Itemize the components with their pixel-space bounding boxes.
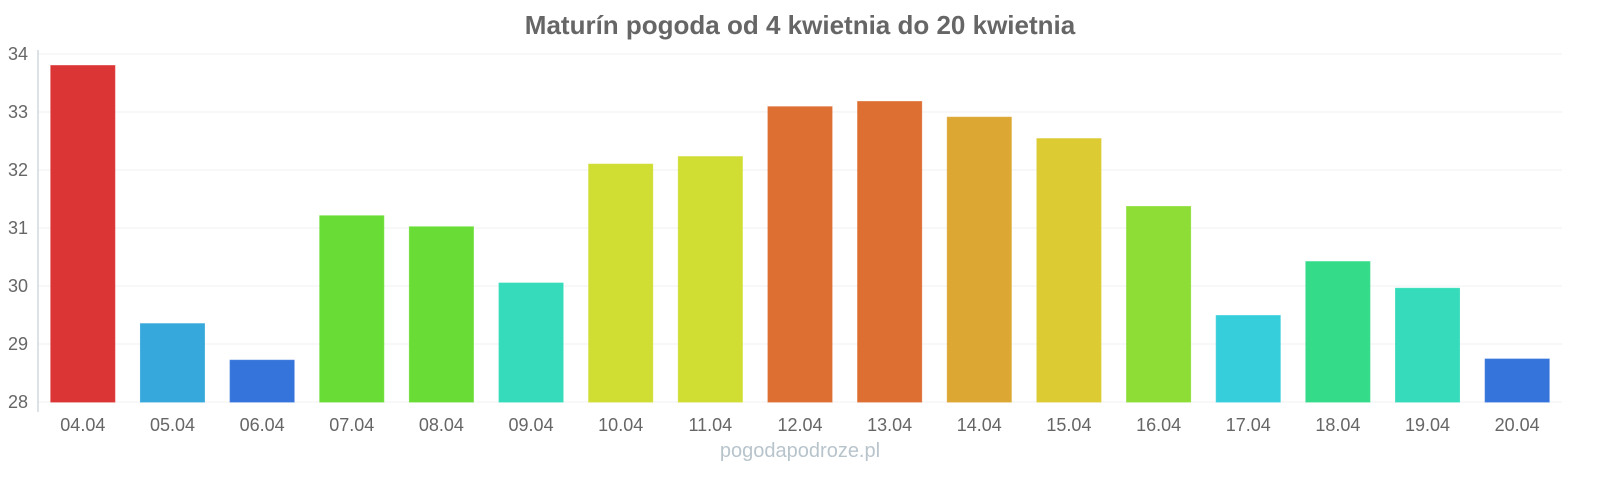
x-tick-label: 09.04 <box>509 415 554 435</box>
bar-05.04 <box>139 323 205 403</box>
bar-20.04 <box>1484 358 1550 403</box>
x-tick-label: 15.04 <box>1046 415 1091 435</box>
x-tick-label: 12.04 <box>777 415 822 435</box>
x-tick-label: 06.04 <box>240 415 285 435</box>
x-tick-label: 11.04 <box>688 415 732 435</box>
bar-18.04 <box>1305 261 1371 403</box>
x-tick-label: 07.04 <box>329 415 374 435</box>
y-tick-label: 32 <box>8 160 28 180</box>
x-tick-label: 13.04 <box>867 415 912 435</box>
y-tick-label: 31 <box>8 218 28 238</box>
bar-07.04 <box>319 215 385 403</box>
y-tick-label: 29 <box>8 334 28 354</box>
x-tick-label: 18.04 <box>1315 415 1360 435</box>
bar-13.04 <box>857 101 923 403</box>
x-tick-label: 05.04 <box>150 415 195 435</box>
bar-17.04 <box>1215 315 1281 403</box>
bar-10.04 <box>588 163 654 403</box>
x-tick-label: 20.04 <box>1495 415 1540 435</box>
x-tick-label: 08.04 <box>419 415 464 435</box>
x-tick-label: 16.04 <box>1136 415 1181 435</box>
bar-09.04 <box>498 282 564 403</box>
bar-15.04 <box>1036 138 1102 403</box>
x-tick-label: 10.04 <box>598 415 643 435</box>
source-credit[interactable]: pogodapodroze.pl <box>719 440 881 462</box>
bar-14.04 <box>946 116 1012 403</box>
bar-04.04 <box>50 65 116 403</box>
bar-06.04 <box>229 359 295 403</box>
bar-12.04 <box>767 106 833 403</box>
bar-19.04 <box>1395 287 1461 403</box>
x-tick-label: 04.04 <box>60 415 105 435</box>
y-tick-label: 30 <box>8 276 28 296</box>
x-tick-label: 17.04 <box>1226 415 1271 435</box>
bar-11.04 <box>677 156 743 403</box>
y-tick-label: 28 <box>8 392 28 412</box>
y-tick-label: 34 <box>8 44 28 64</box>
bar-08.04 <box>408 226 474 403</box>
bar-16.04 <box>1126 206 1192 403</box>
chart-title: Maturín pogoda od 4 kwietnia do 20 kwiet… <box>524 10 1076 40</box>
x-tick-label: 19.04 <box>1405 415 1450 435</box>
y-tick-label: 33 <box>8 102 28 122</box>
x-tick-label: 14.04 <box>957 415 1002 435</box>
